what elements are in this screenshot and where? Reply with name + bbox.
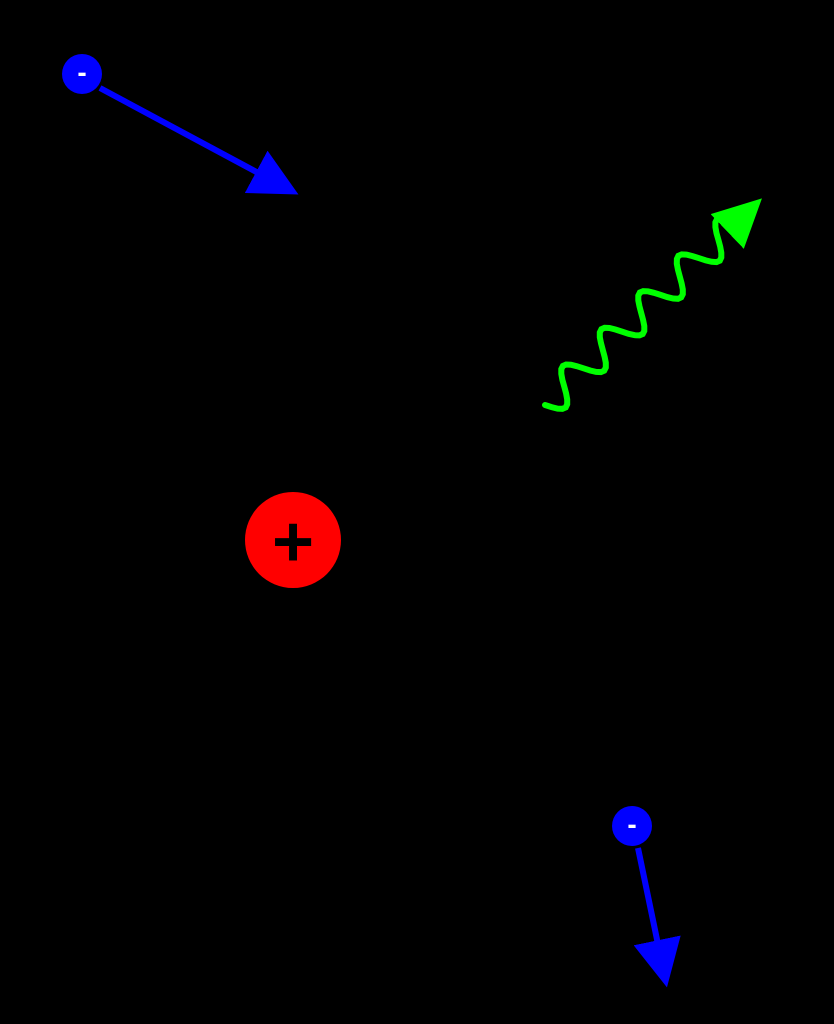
nucleus-label: + bbox=[272, 502, 314, 582]
electron-incoming-arrow bbox=[100, 88, 290, 190]
nucleus: + bbox=[245, 492, 341, 588]
photon bbox=[545, 205, 755, 409]
electron-outgoing-arrow bbox=[638, 848, 665, 978]
electron-incoming-label: - bbox=[77, 57, 86, 88]
electron-outgoing: - bbox=[612, 806, 665, 978]
bremsstrahlung-diagram: + - - bbox=[0, 0, 834, 1024]
electron-outgoing-label: - bbox=[627, 809, 636, 840]
electron-incoming: - bbox=[62, 54, 290, 190]
photon-wave bbox=[545, 205, 755, 409]
